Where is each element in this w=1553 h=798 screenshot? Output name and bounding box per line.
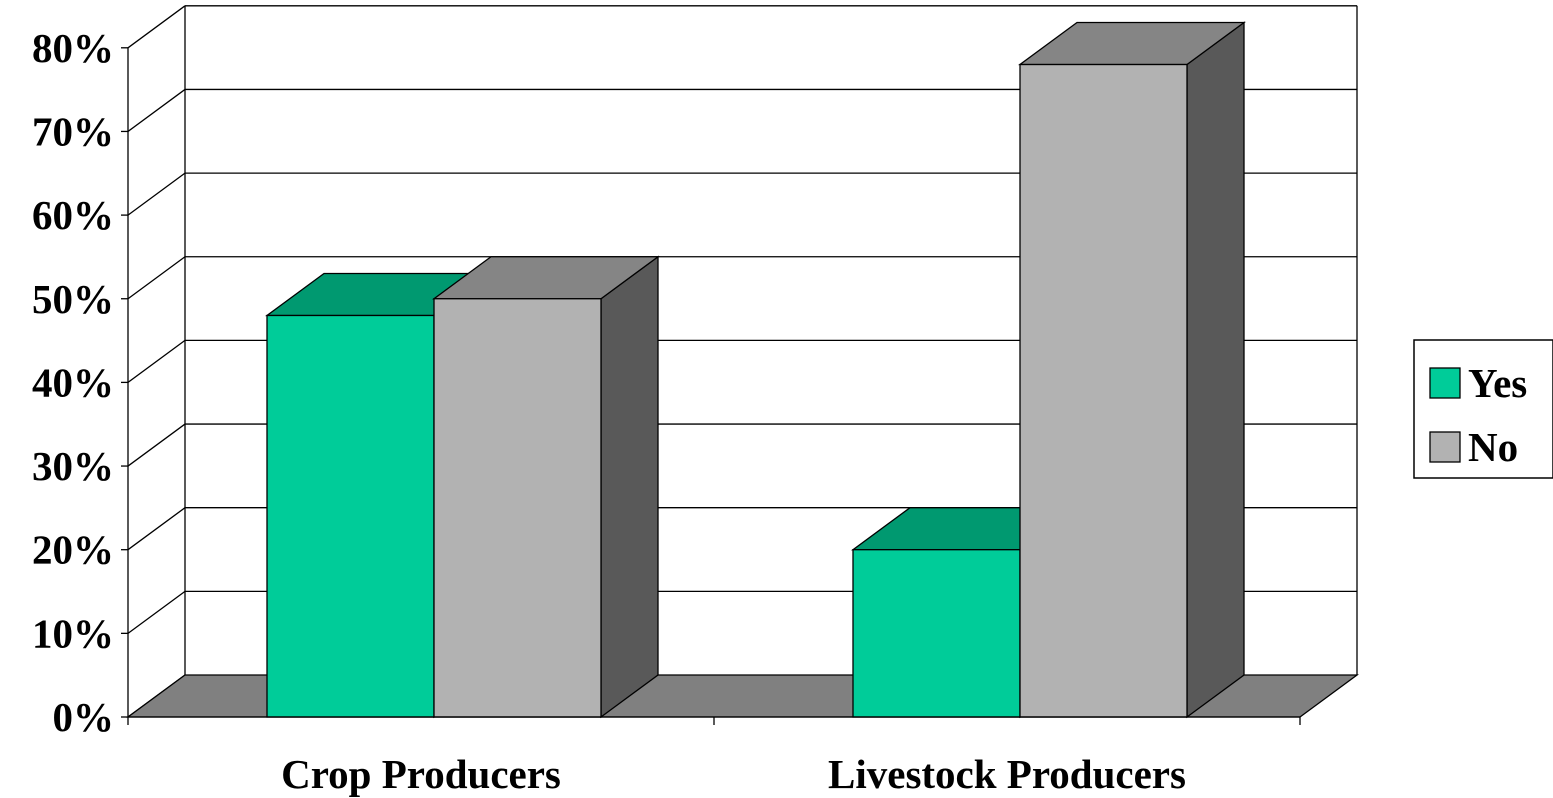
bar-front-face <box>1019 63 1188 718</box>
y-tick-label: 80% <box>32 25 114 71</box>
y-tick-label: 40% <box>32 359 114 405</box>
y-tick-label: 0% <box>53 694 115 740</box>
side-wall-line <box>127 339 186 383</box>
side-wall-line <box>127 172 186 216</box>
side-wall-line <box>127 507 186 551</box>
y-tick-label: 20% <box>32 527 114 573</box>
chart-legend: Yes No <box>1413 339 1553 479</box>
y-tick-label: 10% <box>32 610 114 656</box>
y-axis: 0% 10% 20% 30% 40% 50% 60% 70% 80% <box>32 25 129 740</box>
side-wall-line <box>127 88 186 132</box>
bar-side-face <box>1186 21 1245 719</box>
legend-label-yes: Yes <box>1468 360 1527 406</box>
y-tick-label: 60% <box>32 192 114 238</box>
legend-swatch-yes <box>1429 367 1461 399</box>
x-category-label: Crop Producers <box>281 751 561 797</box>
side-wall-line <box>127 256 186 300</box>
bar-front-face <box>433 298 602 718</box>
bar-no-1 <box>1018 21 1246 719</box>
side-wall-line <box>127 590 186 634</box>
legend-swatch-no <box>1429 431 1461 463</box>
legend-label-no: No <box>1468 424 1518 470</box>
side-wall-line <box>127 5 186 49</box>
y-tick-label: 70% <box>32 108 114 154</box>
bar-no-0 <box>432 255 660 719</box>
y-tick-label: 50% <box>32 276 114 322</box>
bar-front-face <box>852 549 1021 718</box>
bar-front-face <box>266 314 435 718</box>
x-axis: Crop Producers Livestock Producers <box>127 716 1301 797</box>
bar-series-group <box>265 21 1246 719</box>
y-tick-label: 30% <box>32 443 114 489</box>
bar-side-face <box>600 255 659 719</box>
side-wall-line <box>127 423 186 467</box>
x-category-label: Livestock Producers <box>828 751 1186 797</box>
